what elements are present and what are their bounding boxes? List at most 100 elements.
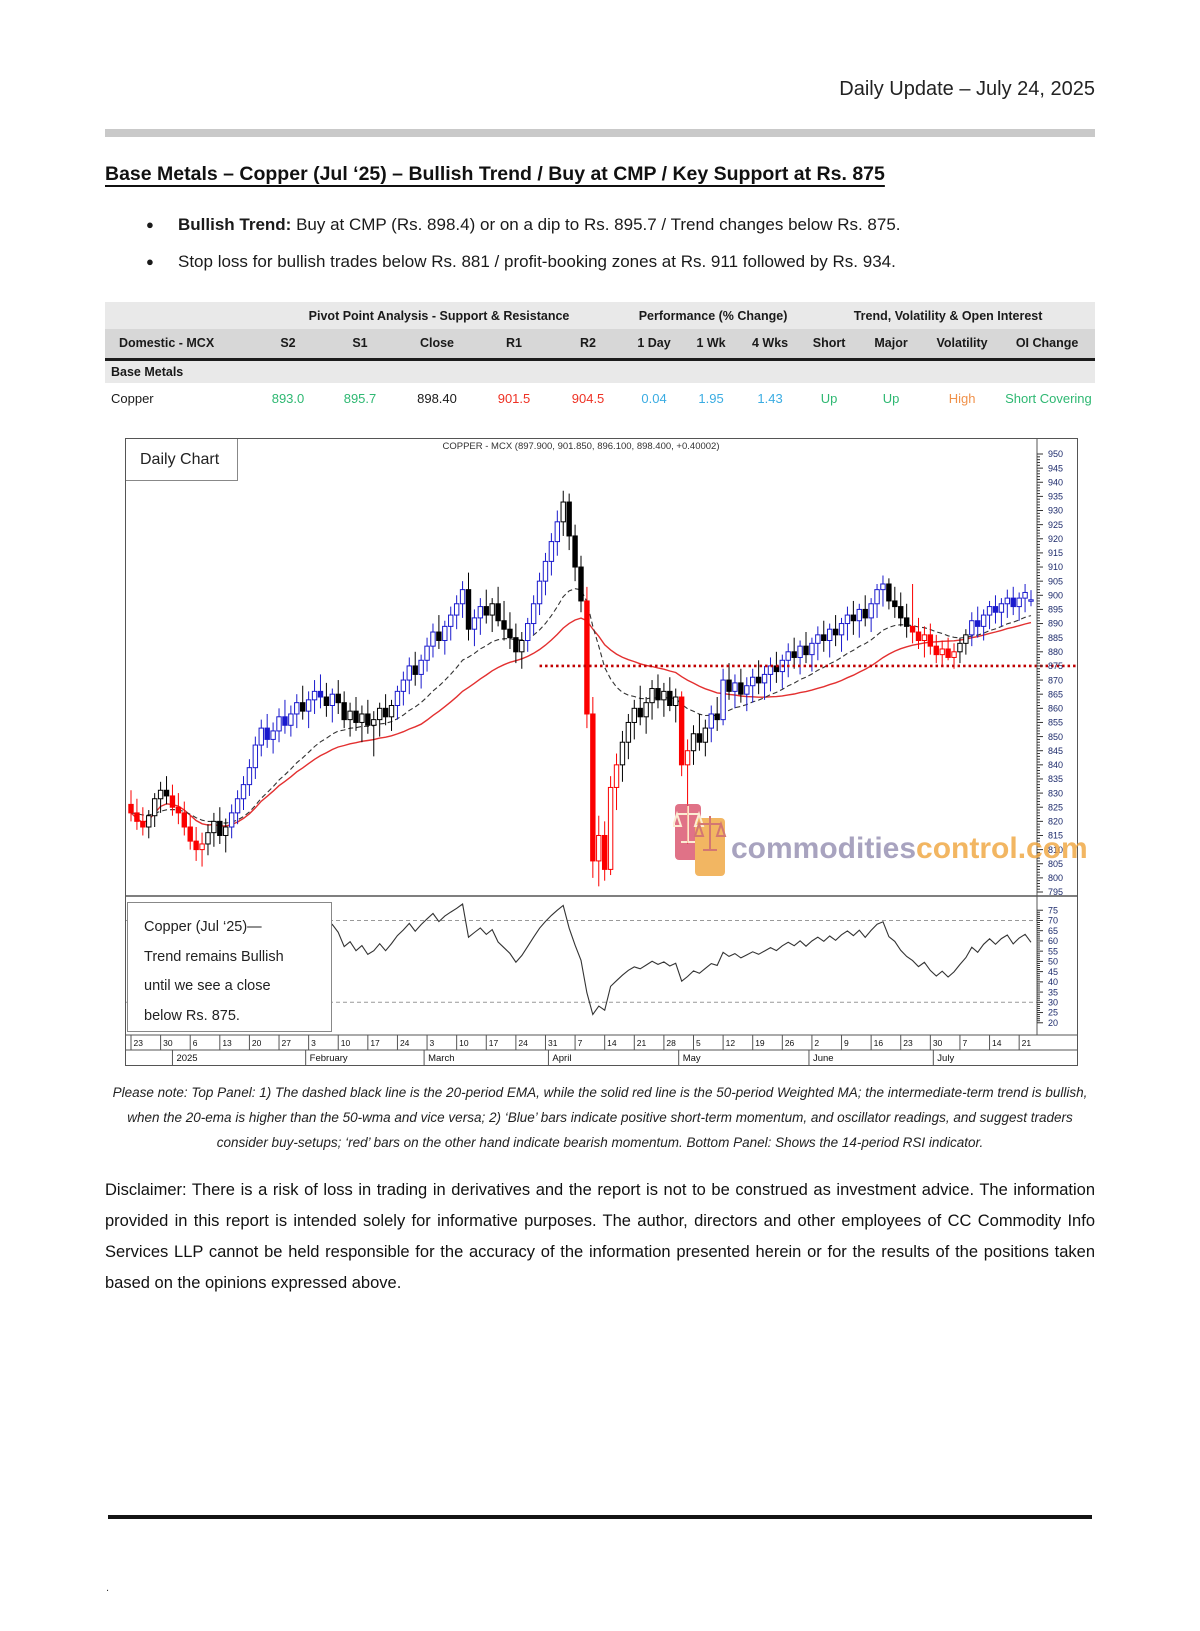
svg-text:940: 940 [1048, 477, 1063, 487]
page-title: Daily Update – July 24, 2025 [839, 78, 1095, 100]
svg-text:850: 850 [1048, 732, 1063, 742]
svg-text:3: 3 [311, 1038, 316, 1048]
table-group-header: Trend, Volatility & Open Interest [801, 302, 1096, 329]
report-heading: Base Metals – Copper (Jul ‘25) – Bullish… [105, 163, 885, 185]
table-cell-instrument: Copper [105, 383, 253, 414]
table-column-header: Short [801, 329, 858, 361]
svg-text:14: 14 [992, 1038, 1002, 1048]
chart-annotation: Copper (Jul ‘25)— Trend remains Bullish … [127, 902, 332, 1032]
svg-text:17: 17 [370, 1038, 380, 1048]
divider-bar [105, 129, 1095, 137]
svg-text:920: 920 [1048, 534, 1063, 544]
table-cell: 0.04 [625, 383, 684, 414]
svg-text:70: 70 [1048, 916, 1058, 926]
table-cell: 898.40 [397, 383, 477, 414]
scales-icon [673, 806, 727, 851]
bullet-text: Buy at CMP (Rs. 898.4) or on a dip to Rs… [296, 215, 901, 234]
bullet-item: ● Bullish Trend: Buy at CMP (Rs. 898.4) … [140, 206, 1095, 243]
svg-text:815: 815 [1048, 831, 1063, 841]
svg-text:50: 50 [1048, 957, 1058, 967]
table-column-header: Volatility [925, 329, 1000, 361]
svg-text:31: 31 [548, 1038, 558, 1048]
table-column-header: Close [397, 329, 477, 361]
svg-text:845: 845 [1048, 746, 1063, 756]
svg-text:21: 21 [637, 1038, 647, 1048]
svg-text:12: 12 [726, 1038, 736, 1048]
svg-text:800: 800 [1048, 873, 1063, 883]
svg-text:24: 24 [400, 1038, 410, 1048]
pivot-table: Pivot Point Analysis - Support & Resista… [105, 302, 1096, 414]
table-column-header: 4 Wks [739, 329, 802, 361]
svg-text:28: 28 [666, 1038, 676, 1048]
note-text: Please note: Top Panel: 1) The dashed bl… [112, 1085, 1088, 1150]
watermark: commoditiescontrol.com [673, 796, 1088, 876]
svg-text:825: 825 [1048, 802, 1063, 812]
svg-text:14: 14 [607, 1038, 617, 1048]
svg-text:13: 13 [222, 1038, 232, 1048]
svg-text:6: 6 [193, 1038, 198, 1048]
svg-text:3: 3 [430, 1038, 435, 1048]
svg-text:July: July [937, 1053, 954, 1064]
svg-text:16: 16 [874, 1038, 884, 1048]
chart-panel: 795 800 805 810 815 820 825 830 835 840 845 850 855 8… [125, 438, 1088, 1066]
table-cell: Up [857, 383, 926, 414]
table-column-header: Domestic - MCX [105, 329, 253, 361]
bullet-list: ● Bullish Trend: Buy at CMP (Rs. 898.4) … [140, 206, 1095, 280]
svg-text:65: 65 [1048, 926, 1058, 936]
svg-text:26: 26 [785, 1038, 795, 1048]
svg-text:March: March [428, 1053, 454, 1064]
svg-text:915: 915 [1048, 548, 1063, 558]
bottom-rule [108, 1515, 1092, 1519]
table-cell: High [925, 383, 1000, 414]
commoditiescontrol-logo-icon [673, 798, 731, 876]
table-cell: 901.5 [477, 383, 551, 414]
svg-text:860: 860 [1048, 704, 1063, 714]
table-cell: Short Covering [999, 383, 1096, 414]
table-group-header [105, 302, 253, 329]
table-cell: 895.7 [323, 383, 397, 414]
svg-text:9: 9 [844, 1038, 849, 1048]
table-cell: Up [801, 383, 858, 414]
svg-text:795: 795 [1048, 887, 1063, 897]
svg-text:June: June [813, 1053, 834, 1064]
table-section-label: Base Metals [105, 359, 1096, 383]
svg-text:840: 840 [1048, 760, 1063, 770]
table-column-header: Major [857, 329, 926, 361]
svg-text:835: 835 [1048, 774, 1063, 784]
svg-text:925: 925 [1048, 520, 1063, 530]
bullet-text: Stop loss for bullish trades below Rs. 8… [178, 252, 896, 271]
svg-text:COPPER - MCX (897.900, 901.850: COPPER - MCX (897.900, 901.850, 896.100,… [442, 441, 719, 452]
table-column-header: 1 Wk [683, 329, 740, 361]
svg-text:875: 875 [1048, 661, 1063, 671]
svg-text:855: 855 [1048, 718, 1063, 728]
svg-text:25: 25 [1048, 1008, 1058, 1018]
svg-text:930: 930 [1048, 506, 1063, 516]
table-column-header: OI Change [999, 329, 1096, 361]
svg-text:7: 7 [578, 1038, 583, 1048]
svg-text:5: 5 [696, 1038, 701, 1048]
svg-text:870: 870 [1048, 675, 1063, 685]
table-cell: 904.5 [551, 383, 626, 414]
svg-text:February: February [310, 1053, 348, 1064]
svg-text:905: 905 [1048, 576, 1063, 586]
table-cell: 1.95 [683, 383, 740, 414]
svg-text:30: 30 [933, 1038, 943, 1048]
svg-text:27: 27 [282, 1038, 292, 1048]
svg-text:890: 890 [1048, 619, 1063, 629]
svg-text:895: 895 [1048, 605, 1063, 615]
svg-text:20: 20 [1048, 1018, 1058, 1028]
table-cell: 893.0 [253, 383, 323, 414]
table-column-header: 1 Day [625, 329, 684, 361]
table-column-header: R2 [551, 329, 626, 361]
svg-text:19: 19 [755, 1038, 765, 1048]
svg-text:75: 75 [1048, 905, 1058, 915]
svg-text:865: 865 [1048, 689, 1063, 699]
svg-text:880: 880 [1048, 647, 1063, 657]
svg-text:17: 17 [489, 1038, 499, 1048]
table-cell: 1.43 [739, 383, 802, 414]
svg-text:45: 45 [1048, 967, 1058, 977]
svg-text:910: 910 [1048, 562, 1063, 572]
svg-text:20: 20 [252, 1038, 262, 1048]
svg-text:935: 935 [1048, 492, 1063, 502]
svg-text:2025: 2025 [176, 1053, 197, 1064]
